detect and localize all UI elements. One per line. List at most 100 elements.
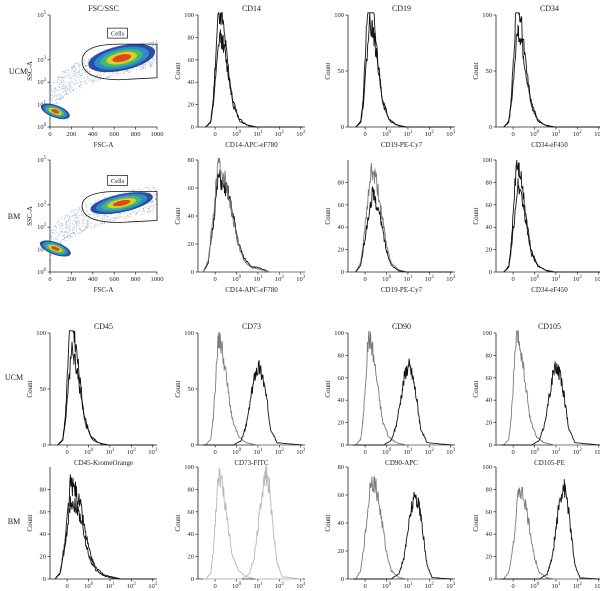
x-tick-label: 103	[148, 582, 158, 590]
y-tick-label: 20	[486, 420, 493, 427]
scatter-point	[126, 214, 128, 216]
y-tick-label: 0	[341, 269, 344, 276]
scatter-point	[77, 224, 78, 226]
scatter-point	[78, 208, 80, 210]
y-tick-label: 60	[188, 57, 195, 64]
density-contour	[112, 200, 131, 207]
x-axis-label: CD34-eF450	[531, 286, 568, 294]
x-tick-label: 100	[530, 448, 540, 456]
scatter-point	[68, 235, 70, 237]
scatter-point	[112, 194, 114, 196]
scatter-point	[110, 218, 112, 220]
y-tick-label: 0	[341, 442, 344, 449]
x-tick-label: 102	[573, 582, 583, 590]
y-tick-label: 103	[37, 201, 47, 209]
scatter-point	[83, 83, 85, 85]
scatter-point	[57, 220, 59, 222]
scatter-point	[123, 215, 125, 217]
scatter-point	[75, 62, 77, 64]
y-tick-label: 20	[338, 247, 345, 254]
scatter-point	[105, 197, 107, 199]
x-tick-label: 103	[594, 582, 600, 590]
scatter-point	[61, 240, 62, 242]
y-tick-label: 103	[37, 56, 47, 64]
x-tick-label: 102	[573, 130, 583, 138]
scatter-point	[101, 222, 103, 224]
scatter-point	[85, 69, 87, 71]
scatter-point	[53, 96, 55, 98]
scatter-point	[51, 229, 53, 231]
y-tick-label: 100	[482, 464, 492, 471]
scatter-point	[56, 101, 58, 103]
scatter-point	[100, 222, 102, 224]
scatter-point	[143, 209, 145, 211]
scatter-point	[64, 70, 66, 72]
scatter-point	[56, 102, 58, 104]
scatter-point	[104, 222, 106, 224]
y-tick-label: 0	[341, 124, 344, 131]
scatter-point	[154, 204, 156, 206]
scatter-point	[78, 220, 79, 222]
scatter-point	[74, 218, 76, 220]
y-tick-label: 0	[489, 124, 492, 131]
panel-ucm-cd14: CD14 0 100 101 102 103 0 20 40 60 80 100 CD14-APC-eF…	[174, 4, 306, 149]
x-axis-label: CD90-APC	[385, 459, 418, 467]
scatter-point	[63, 94, 65, 96]
scatter-point	[73, 73, 75, 75]
scatter-point	[65, 86, 67, 87]
x-tick-label: 200	[67, 131, 77, 138]
histogram-series-2	[501, 361, 600, 446]
scatter-point	[150, 202, 152, 204]
scatter-point	[148, 61, 150, 63]
scatter-point	[119, 73, 121, 74]
scatter-point	[91, 227, 92, 229]
x-tick-label: 0	[213, 131, 216, 138]
scatter-point	[64, 88, 66, 90]
scatter-point	[154, 186, 156, 188]
scatter-point	[58, 224, 60, 225]
scatter-point	[135, 213, 137, 214]
histogram-series-2	[503, 24, 600, 128]
scatter-point	[138, 188, 140, 190]
cells-gate	[81, 43, 158, 81]
scatter-point	[156, 42, 158, 44]
row-label-1: UCM	[9, 67, 27, 76]
histogram-series-1	[503, 159, 600, 273]
scatter-point	[144, 67, 146, 69]
y-tick-label: 102	[37, 78, 47, 86]
scatter-point	[65, 214, 67, 216]
chart-title: CD14	[242, 4, 261, 13]
scatter-point	[54, 87, 56, 89]
scatter-point	[152, 57, 154, 58]
scatter-point	[70, 70, 72, 72]
scatter-point	[100, 218, 101, 220]
scatter-point	[138, 209, 140, 211]
scatter-point	[95, 214, 97, 216]
scatter-point	[150, 62, 152, 64]
scatter-point	[77, 77, 79, 78]
scatter-point	[58, 78, 59, 80]
scatter-point	[151, 42, 153, 44]
scatter-point	[85, 206, 87, 208]
scatter-point	[69, 77, 71, 79]
scatter-point	[61, 87, 63, 89]
scatter-point	[141, 189, 142, 191]
scatter-point	[77, 65, 79, 67]
scatter-point	[72, 72, 74, 74]
scatter-point	[76, 71, 78, 73]
x-tick-label: 100	[382, 448, 392, 456]
scatter-point	[95, 226, 96, 228]
scatter-point	[147, 62, 149, 64]
scatter-point	[49, 121, 51, 123]
scatter-point	[52, 98, 53, 99]
y-tick-label: 80	[486, 179, 493, 186]
scatter-point	[83, 230, 85, 232]
scatter-point	[49, 101, 51, 103]
x-axis-label: CD45-KromeOrange	[74, 459, 133, 467]
scatter-point	[99, 199, 101, 201]
scatter-point	[56, 81, 58, 83]
x-tick-label: 600	[109, 131, 119, 138]
scatter-point	[66, 70, 68, 72]
